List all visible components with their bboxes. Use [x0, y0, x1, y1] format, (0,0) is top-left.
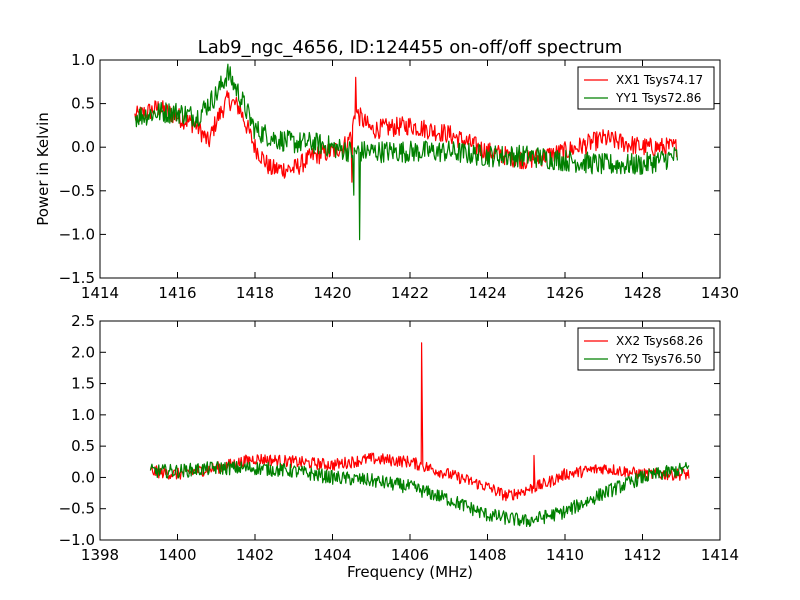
x-tick-label: 1408	[468, 546, 506, 564]
x-tick-label: 1418	[236, 284, 274, 302]
y-tick-label: 2.0	[71, 343, 95, 361]
x-tick-label: 1398	[81, 546, 119, 564]
x-tick-label: 1430	[701, 284, 739, 302]
y-tick-label: −1.0	[59, 531, 95, 549]
x-tick-label: 1420	[313, 284, 351, 302]
x-tick-label: 1416	[158, 284, 196, 302]
y-tick-label: 1.0	[71, 51, 95, 69]
x-tick-label: 1400	[158, 546, 196, 564]
bottom-panel: 1398 1400 1402 1404 1406 1408 1410 1412 1414 2.5 2…	[59, 312, 740, 564]
y-tick-label: 1.5	[71, 375, 95, 393]
series-line-2	[134, 63, 678, 241]
y-tick-label: 0.0	[71, 468, 95, 486]
y-tick-label: −1.5	[59, 269, 95, 287]
legend: XX1 Tsys74.17 YY1 Tsys72.86	[577, 66, 715, 110]
y-tick-label: −1.0	[59, 225, 95, 243]
legend-box	[577, 327, 715, 371]
legend-label: YY1 Tsys72.86	[615, 91, 701, 105]
x-tick-label: 1404	[313, 546, 351, 564]
x-tick-label: 1402	[236, 546, 274, 564]
y-tick-label: 0.5	[71, 95, 95, 113]
legend-label: XX2 Tsys68.26	[616, 334, 703, 348]
series-line-1	[134, 76, 678, 183]
x-tick-label: 1428	[623, 284, 661, 302]
series-line-1	[150, 342, 690, 502]
x-tick-label: 1426	[546, 284, 584, 302]
legend-box	[577, 66, 715, 110]
x-tick-label: 1406	[391, 546, 429, 564]
x-tick-label: 1414	[701, 546, 739, 564]
legend: XX2 Tsys68.26 YY2 Tsys76.50	[577, 327, 715, 371]
x-tick-label: 1414	[81, 284, 119, 302]
chart-title: Lab9_ngc_4656, ID:124455 on-off/off spec…	[198, 37, 623, 58]
x-tick-label: 1410	[546, 546, 584, 564]
y-tick-label: 0.0	[71, 138, 95, 156]
series-line-2	[149, 461, 690, 527]
y-tick-label: −0.5	[59, 182, 95, 200]
y-tick-label: 0.5	[71, 437, 95, 455]
x-tick-label: 1422	[391, 284, 429, 302]
y-tick-label: 1.0	[71, 406, 95, 424]
legend-label: YY2 Tsys76.50	[615, 352, 701, 366]
y-tick-label: 2.5	[71, 312, 95, 330]
y-axis-label: Power in Kelvin	[34, 112, 52, 226]
x-axis-label: Frequency (MHz)	[347, 563, 473, 581]
x-tick-label: 1412	[623, 546, 661, 564]
legend-label: XX1 Tsys74.17	[616, 73, 703, 87]
y-tick-label: −0.5	[59, 500, 95, 518]
x-tick-label: 1424	[468, 284, 506, 302]
top-panel: 1414 1416 1418 1420 1422 1424 1426 1428 1430 1.0 0…	[59, 51, 740, 302]
